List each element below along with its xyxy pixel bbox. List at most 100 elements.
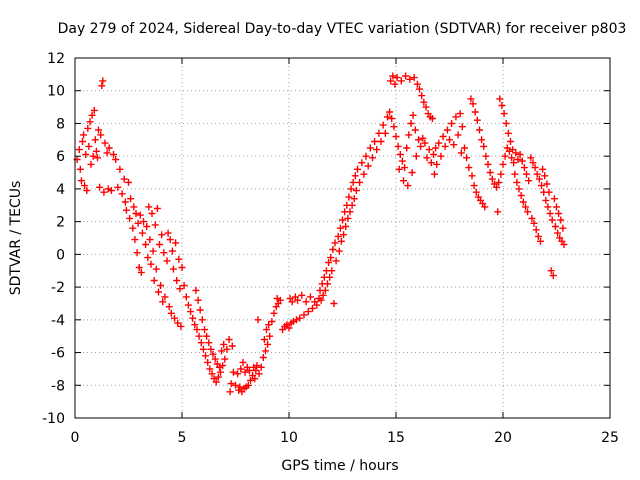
chart-title: Day 279 of 2024, Sidereal Day-to-day VTE… (58, 21, 627, 37)
data-point (208, 370, 216, 378)
data-point (383, 113, 391, 121)
data-point (435, 139, 443, 147)
data-point (550, 195, 558, 203)
data-point (234, 370, 242, 378)
x-axis-label: GPS time / hours (281, 458, 398, 474)
data-point (352, 187, 360, 194)
data-point (121, 198, 129, 206)
data-point (306, 293, 314, 301)
data-point (211, 355, 219, 363)
y-tick-label: 10 (47, 84, 65, 100)
data-point (116, 165, 124, 173)
data-point (285, 324, 293, 332)
data-point (288, 298, 296, 306)
data-point (439, 133, 447, 140)
data-point (379, 121, 387, 129)
data-point (176, 285, 184, 293)
y-tick-label: 12 (47, 51, 65, 67)
data-point (523, 170, 530, 178)
data-point (189, 314, 197, 322)
data-point (328, 267, 336, 275)
data-point (559, 224, 567, 232)
data-point (537, 237, 544, 245)
data-point (268, 318, 276, 325)
data-point (164, 229, 172, 237)
data-point (88, 111, 96, 119)
data-point (493, 183, 501, 191)
data-point (218, 347, 226, 355)
data-point (547, 267, 555, 275)
data-point (432, 144, 440, 152)
data-point (207, 345, 215, 353)
data-point (393, 74, 401, 82)
data-point (531, 164, 539, 172)
data-point (389, 72, 397, 80)
data-point (443, 126, 451, 134)
data-point (516, 151, 524, 158)
y-axis-tick-labels: -10 -8 -6 -4 -2 0 2 4 6 8 10 12 (42, 51, 65, 427)
data-point (463, 154, 471, 162)
data-point (101, 139, 109, 147)
y-tick-label: 0 (56, 247, 65, 263)
data-point (260, 336, 268, 343)
data-point (480, 142, 488, 150)
data-point (129, 224, 137, 232)
data-point (203, 332, 211, 340)
data-point (391, 80, 399, 88)
data-point (461, 144, 468, 152)
data-point (187, 308, 195, 316)
data-point (270, 309, 278, 317)
axis-ticks (74, 57, 611, 419)
data-point (86, 118, 94, 126)
data-point (344, 214, 352, 222)
data-point (554, 229, 562, 237)
data-point (420, 98, 428, 106)
data-point (100, 188, 108, 196)
data-point (83, 187, 91, 194)
data-point (237, 365, 245, 373)
data-point (494, 208, 502, 216)
data-point (348, 201, 356, 209)
data-point (147, 260, 155, 268)
data-point (535, 175, 543, 183)
data-point (194, 296, 202, 304)
data-point (392, 133, 400, 140)
data-point (177, 322, 185, 330)
data-point (245, 367, 253, 374)
data-point (264, 340, 272, 348)
data-point (103, 149, 111, 157)
data-point (433, 160, 441, 168)
data-point (362, 152, 370, 160)
x-tick-label: 5 (178, 430, 187, 446)
data-point (180, 282, 188, 289)
data-point (80, 131, 88, 139)
data-point (184, 301, 192, 309)
data-point (507, 138, 514, 145)
x-tick-label: 0 (71, 430, 80, 446)
data-point (135, 264, 143, 271)
data-point (329, 246, 337, 253)
data-point (206, 365, 214, 373)
data-point (173, 277, 181, 284)
data-point (143, 223, 151, 230)
data-point (159, 298, 167, 306)
data-point (138, 229, 146, 237)
data-point (228, 342, 236, 350)
data-point (193, 326, 201, 334)
data-point (400, 177, 407, 185)
data-point (509, 146, 517, 154)
data-point (82, 151, 90, 158)
data-point (396, 151, 404, 158)
data-point (488, 175, 496, 183)
data-point (454, 131, 462, 139)
data-point (473, 116, 481, 124)
data-point (409, 111, 417, 119)
data-point (149, 247, 157, 255)
data-point (457, 149, 465, 157)
data-point (196, 306, 204, 314)
data-point (81, 182, 89, 190)
y-tick-label: -8 (51, 378, 65, 394)
data-point (327, 254, 335, 262)
data-point (395, 165, 403, 173)
data-point (76, 165, 84, 173)
